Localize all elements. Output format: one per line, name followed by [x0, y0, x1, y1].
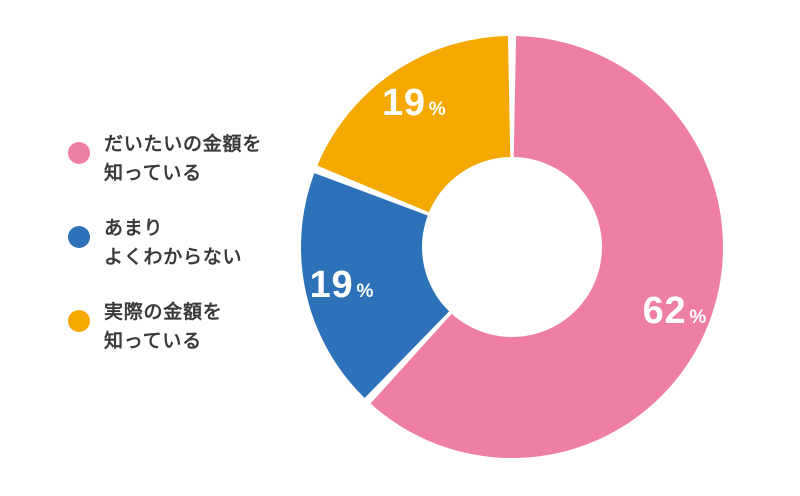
slice-percent-sign: % [689, 307, 707, 329]
donut-slice[interactable] [317, 36, 511, 213]
slice-percent-sign: % [428, 98, 446, 120]
legend-item-label: だいたいの金額を 知っている [104, 134, 263, 184]
legend-dot-pink-icon [68, 142, 90, 164]
legend-item-label: 実際の金額を 知っている [104, 302, 223, 352]
slice-value: 62 [642, 290, 687, 333]
legend-item-1[interactable]: あまり よくわからない [68, 214, 298, 272]
slice-label-yellow: 19 % [382, 84, 446, 122]
legend-dot-yellow-icon [68, 310, 90, 332]
legend-item-2[interactable]: 実際の金額を 知っている [68, 298, 298, 356]
slice-label-blue: 19 % [310, 266, 374, 304]
slice-percent-sign: % [356, 281, 374, 303]
slice-value: 19 [309, 264, 354, 307]
legend-item-label: あまり よくわからない [104, 218, 243, 268]
slice-value: 19 [381, 81, 426, 124]
legend-dot-blue-icon [68, 226, 90, 248]
chart-legend: だいたいの金額を 知っている あまり よくわからない 実際の金額を 知っている [68, 130, 298, 382]
legend-item-0[interactable]: だいたいの金額を 知っている [68, 130, 298, 188]
slice-label-pink: 62 % [643, 292, 707, 330]
